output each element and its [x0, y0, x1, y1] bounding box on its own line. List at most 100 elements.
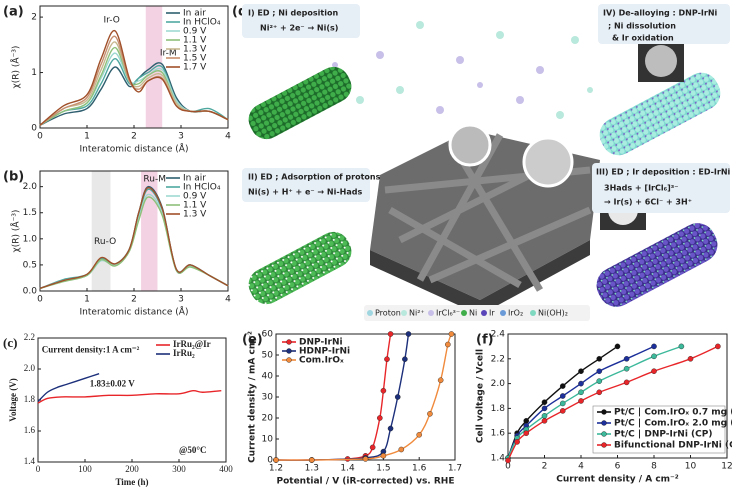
- data-point: [541, 417, 548, 424]
- legend-text: Proton: [375, 309, 401, 318]
- step-text: ; Ni dissolution: [608, 22, 676, 31]
- data-point: [387, 331, 394, 337]
- data-point: [437, 377, 444, 384]
- annotation: @50°C: [179, 445, 206, 455]
- legend-marker: [601, 420, 607, 426]
- legend-marker: [601, 431, 607, 437]
- data-point: [678, 343, 685, 350]
- data-point: [405, 331, 412, 337]
- y-axis-label: Current density / mA cm⁻²: [248, 331, 258, 463]
- y-tick-label: 1.5: [23, 208, 37, 218]
- y-tick-label: 10: [262, 435, 274, 445]
- series-line: [37, 372, 100, 403]
- data-point: [541, 399, 548, 406]
- legend-label: In HClO₄: [183, 183, 221, 193]
- x-tick-label: 200: [125, 464, 139, 474]
- chart: 1.2 1.3 1.4 1.5 1.6 1.7 0 10 20 30 40 50 60 Potential…: [242, 330, 462, 487]
- chart: 0 100 200 300 400 1.4 1.6 1.8 2.0 2.2 Time (h) Volt…: [3, 332, 233, 487]
- y-tick-label: 0: [267, 456, 273, 466]
- y-tick-label: 60: [262, 330, 274, 340]
- legend-label: Pt/C | Com.IrOₓ 0.7 mg (CP): [614, 408, 732, 418]
- rod-ni-h: [248, 231, 352, 305]
- data-point: [308, 457, 315, 463]
- data-point: [384, 356, 390, 363]
- x-tick-label: 300: [172, 464, 186, 474]
- x-tick-label: 2: [131, 295, 137, 305]
- y-tick-label: 2.0: [491, 379, 506, 389]
- data-point: [380, 452, 387, 459]
- legend-label: HDNP-IrNi: [299, 347, 350, 357]
- x-tick-label: 1.4: [340, 464, 355, 474]
- series-line: [39, 196, 229, 290]
- series-line: [275, 333, 453, 461]
- chart: 0 2 4 6 8 10 12 1.4 1.6 1.8 2.0 2.2 2.4 Current densi…: [476, 330, 732, 485]
- legend-label: 1.1 V: [183, 36, 207, 46]
- y-axis-label: Cell voltage / Vcell: [476, 349, 486, 443]
- legend-text: Ni: [469, 309, 477, 318]
- annotation: 1.83±0.02 V: [90, 379, 136, 389]
- annotation: Current density:1 A cm⁻²: [42, 344, 140, 354]
- y-tick-label: 1.6: [24, 425, 36, 435]
- x-tick-label: 1: [84, 132, 90, 142]
- data-point: [578, 368, 584, 375]
- annotation: Ir-O: [103, 15, 119, 25]
- x-tick-label: 12: [721, 462, 732, 472]
- legend-text: IrO₂: [508, 309, 523, 318]
- data-point: [715, 343, 721, 350]
- x-axis-label: Interatomic distance (Å): [80, 143, 189, 155]
- step-title: IV) De-alloying : DNP-IrNi: [603, 9, 718, 18]
- data-point: [559, 393, 566, 399]
- data-point: [578, 398, 584, 404]
- x-tick-label: 10: [685, 462, 697, 472]
- highlight-band: [91, 171, 111, 291]
- x-tick-label: 1: [84, 295, 90, 305]
- data-point: [623, 379, 630, 386]
- data-point: [559, 383, 566, 389]
- x-tick-label: 2: [542, 462, 548, 472]
- y-tick-label: 50: [262, 351, 274, 361]
- x-tick-label: 8: [651, 462, 657, 472]
- data-point: [651, 343, 657, 350]
- y-tick-label: 1.8: [24, 394, 36, 404]
- x-tick-label: 0: [37, 132, 43, 142]
- x-tick-label: 1.3: [305, 464, 319, 474]
- x-tick-label: 6: [615, 462, 621, 472]
- panel-label: (f): [476, 333, 494, 348]
- data-point: [623, 365, 630, 372]
- annotation: Ir-M: [160, 49, 177, 59]
- panel-label: (c): [3, 335, 17, 350]
- y-tick-label: 1.8: [491, 404, 506, 414]
- data-point: [505, 457, 511, 464]
- y-axis-label: χ(R) (Å⁻³): [10, 46, 22, 89]
- x-axis-label: Time (h): [115, 477, 148, 487]
- legend-box: [592, 405, 726, 454]
- y-tick-label: 1: [31, 68, 37, 78]
- data-point: [559, 408, 566, 414]
- data-point: [596, 355, 603, 362]
- y-axis-label: Voltage (V): [8, 378, 18, 421]
- data-point: [559, 400, 566, 407]
- data-point: [651, 353, 657, 360]
- highlight-band: [145, 6, 163, 128]
- panel-label: (a): [3, 5, 24, 20]
- y-tick-label: 2.0: [23, 182, 38, 192]
- data-point: [596, 389, 603, 396]
- legend-label: Bifunctional DNP-IrNi (CP): [614, 441, 732, 451]
- data-point: [541, 413, 548, 419]
- legend-label: In HClO₄: [183, 18, 221, 28]
- step-equation: Ni²⁺ + 2e⁻ → Ni(s): [260, 24, 338, 33]
- x-tick-label: 100: [78, 464, 92, 474]
- x-tick-label: 1.2: [269, 464, 283, 474]
- data-point: [416, 431, 423, 438]
- x-tick-label: 1.7: [448, 464, 462, 474]
- x-tick-label: 400: [219, 464, 233, 474]
- data-point: [402, 356, 408, 363]
- step-box: [592, 163, 730, 213]
- data-point: [523, 417, 530, 424]
- legend-label: IrRu₂@Ir: [173, 339, 211, 349]
- legend-text: IrCl₆³⁻: [436, 309, 460, 318]
- x-axis-label: Potential / V (iR-corrected) vs. RHE: [277, 477, 455, 487]
- legend-label: 1.7 V: [183, 63, 207, 73]
- data-point: [687, 355, 694, 362]
